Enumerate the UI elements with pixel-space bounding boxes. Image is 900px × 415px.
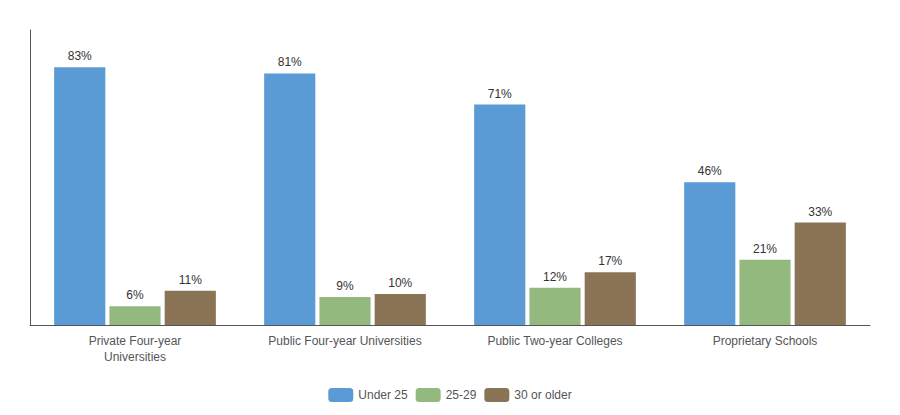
svg-text:81%: 81% bbox=[278, 55, 302, 69]
svg-text:46%: 46% bbox=[698, 164, 722, 178]
svg-text:Universities: Universities bbox=[104, 350, 166, 364]
svg-text:Public Four-year Universities: Public Four-year Universities bbox=[268, 334, 421, 348]
svg-text:17%: 17% bbox=[598, 254, 622, 268]
svg-text:11%: 11% bbox=[179, 273, 202, 287]
svg-text:Private Four-year: Private Four-year bbox=[89, 334, 182, 348]
svg-text:Under 25: Under 25 bbox=[358, 388, 408, 402]
svg-text:21%: 21% bbox=[753, 242, 777, 256]
svg-text:Proprietary Schools: Proprietary Schools bbox=[713, 334, 818, 348]
svg-text:12%: 12% bbox=[543, 270, 567, 284]
svg-text:25-29: 25-29 bbox=[446, 388, 477, 402]
svg-text:10%: 10% bbox=[388, 276, 412, 290]
svg-text:71%: 71% bbox=[488, 87, 512, 101]
svg-text:6%: 6% bbox=[126, 288, 144, 302]
svg-text:9%: 9% bbox=[336, 279, 354, 293]
svg-text:33%: 33% bbox=[808, 205, 832, 219]
svg-text:Public Two-year Colleges: Public Two-year Colleges bbox=[487, 334, 622, 348]
svg-text:30 or older: 30 or older bbox=[514, 388, 571, 402]
svg-text:83%: 83% bbox=[68, 49, 92, 63]
